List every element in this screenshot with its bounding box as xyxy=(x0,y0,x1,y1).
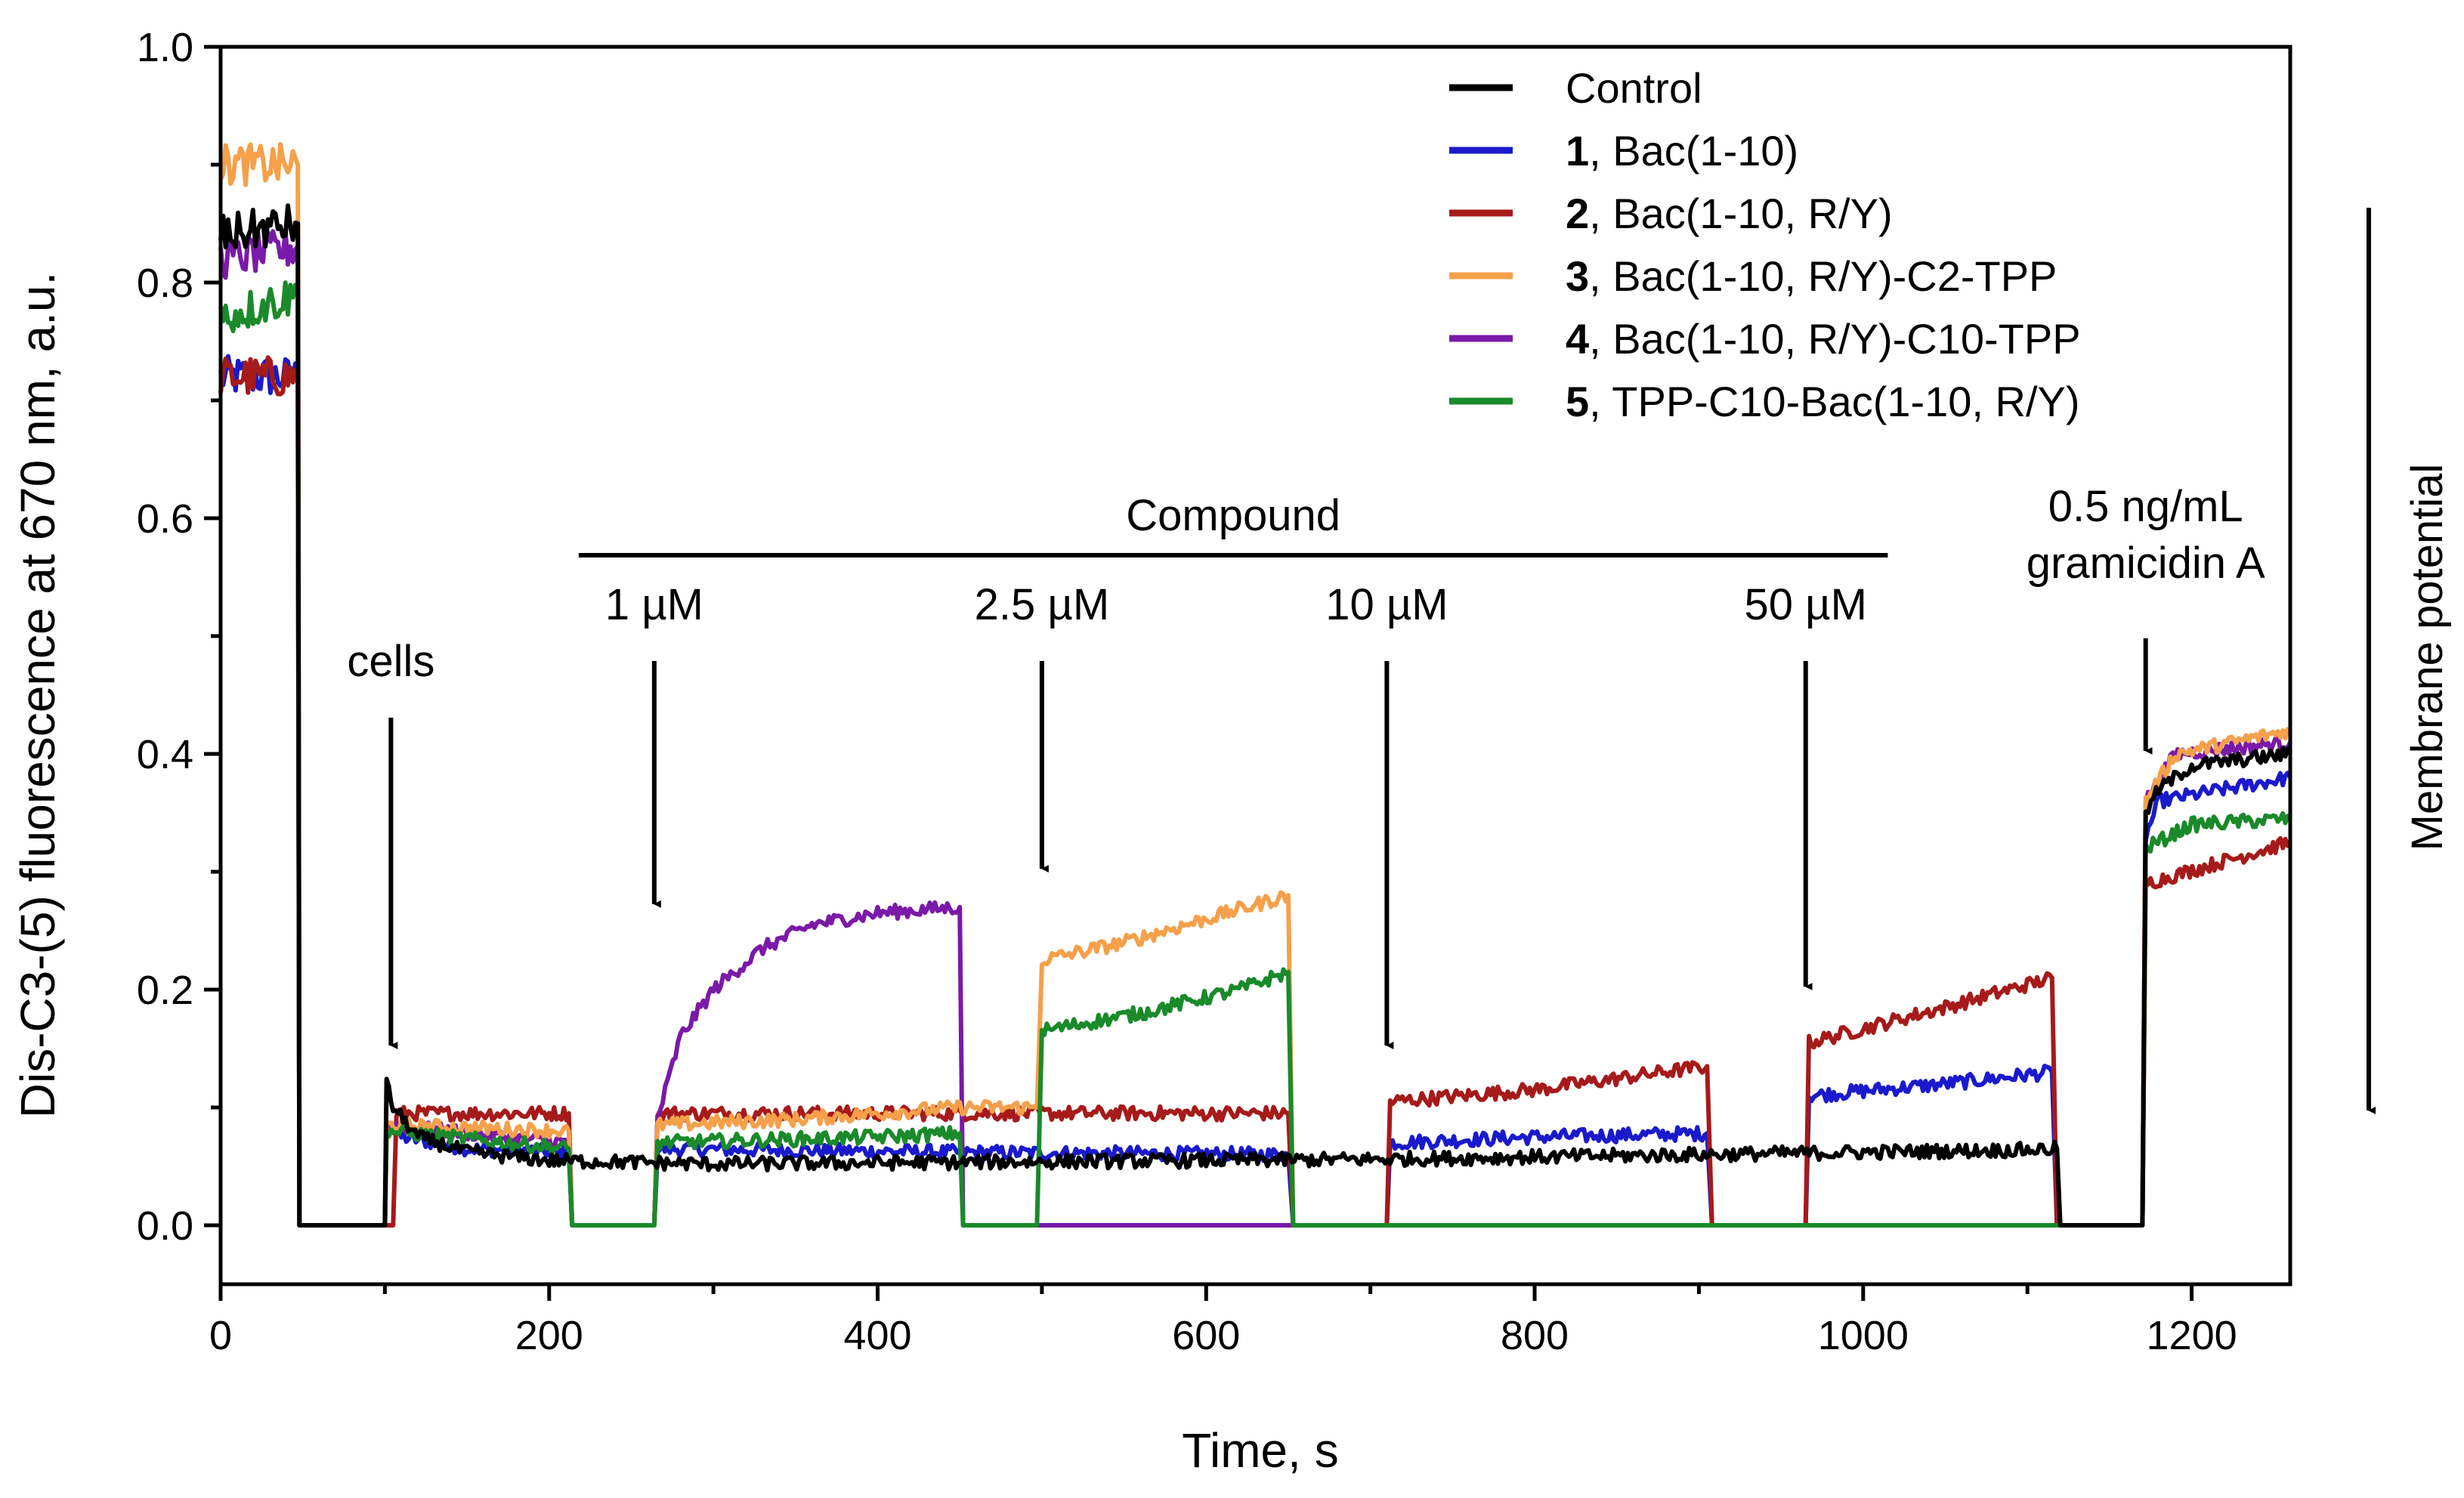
x-axis-title: Time, s xyxy=(1182,1423,1338,1478)
legend-entry: 4, Bac(1-10, R/Y)-C10-TPP xyxy=(1566,315,2081,363)
legend-entry: 5, TPP-C10-Bac(1-10, R/Y) xyxy=(1566,378,2080,425)
x-tick-label: 800 xyxy=(1501,1313,1569,1358)
legend-entry: 1, Bac(1-10) xyxy=(1566,127,1798,175)
x-tick-label: 1200 xyxy=(2147,1313,2237,1358)
series-line xyxy=(218,354,2292,1228)
legend-entry: 2, Bac(1-10, R/Y) xyxy=(1566,190,1893,237)
x-tick-label: 0 xyxy=(209,1313,232,1358)
y-tick-label: 0.6 xyxy=(137,496,193,542)
y-tick-label: 0.2 xyxy=(137,968,193,1013)
dose-label: 10 µM xyxy=(1325,580,1448,629)
y-tick-label: 0.8 xyxy=(137,261,193,306)
legend-entry: 3, Bac(1-10, R/Y)-C2-TPP xyxy=(1566,252,2057,300)
x-tick-label: 200 xyxy=(515,1313,583,1358)
dose-label: 2.5 µM xyxy=(975,580,1109,629)
gramicidin-label-line2: gramicidin A xyxy=(2027,539,2265,588)
x-tick-label: 600 xyxy=(1172,1313,1240,1358)
membrane-potential-label: Membrane potential xyxy=(2403,464,2452,851)
dose-label: 1 µM xyxy=(605,580,703,629)
series-line xyxy=(218,203,2292,1228)
y-axis-title: Dis-C3-(5) fluorescence at 670 nm, a.u. xyxy=(11,272,65,1118)
x-axis: 0 200 400 600 800 1000 1200 xyxy=(209,1284,2237,1358)
x-tick-label: 400 xyxy=(843,1313,911,1358)
dose-label: 50 µM xyxy=(1745,580,1867,629)
plot-frame xyxy=(218,45,2292,1286)
legend: Control 1, Bac(1-10) 2, Bac(1-10, R/Y) 3, B… xyxy=(1449,64,2081,425)
series-line xyxy=(218,355,2292,1228)
legend-entry: Control xyxy=(1566,64,1702,112)
series-layer xyxy=(218,142,2292,1228)
series-line xyxy=(218,280,2292,1228)
annotations: Compound cells 1 µM 2.5 µM 10 µM 50 µM 0.5 ng/… xyxy=(347,208,2452,1114)
series-line xyxy=(218,142,2292,1228)
y-tick-label: 1.0 xyxy=(137,25,193,70)
x-tick-label: 1000 xyxy=(1818,1313,1909,1358)
plot-area: 0 200 400 600 800 1000 1200 0.0 0.2 0.4 0.6 0.8 1.0 xyxy=(137,25,2292,1358)
y-tick-label: 0.0 xyxy=(137,1203,193,1249)
compound-label: Compound xyxy=(1126,491,1340,540)
gramicidin-label-line1: 0.5 ng/mL xyxy=(2048,482,2243,531)
y-tick-label: 0.4 xyxy=(137,732,193,777)
y-axis: 0.0 0.2 0.4 0.6 0.8 1.0 xyxy=(137,25,221,1249)
cells-label: cells xyxy=(347,637,434,686)
